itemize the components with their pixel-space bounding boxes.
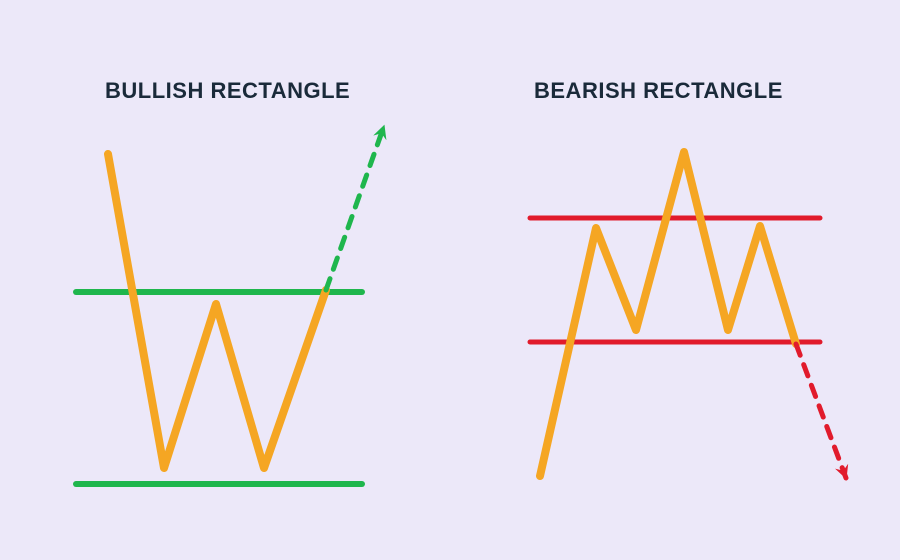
bullish-price-line	[108, 154, 326, 468]
bearish-pattern	[530, 152, 846, 478]
diagram-canvas: BULLISH RECTANGLE BEARISH RECTANGLE	[0, 0, 900, 560]
bearish-breakout-line	[796, 344, 846, 478]
bullish-breakout-line	[326, 126, 384, 290]
bullish-pattern	[76, 126, 384, 484]
pattern-svg	[0, 0, 900, 560]
bearish-price-line	[540, 152, 796, 476]
